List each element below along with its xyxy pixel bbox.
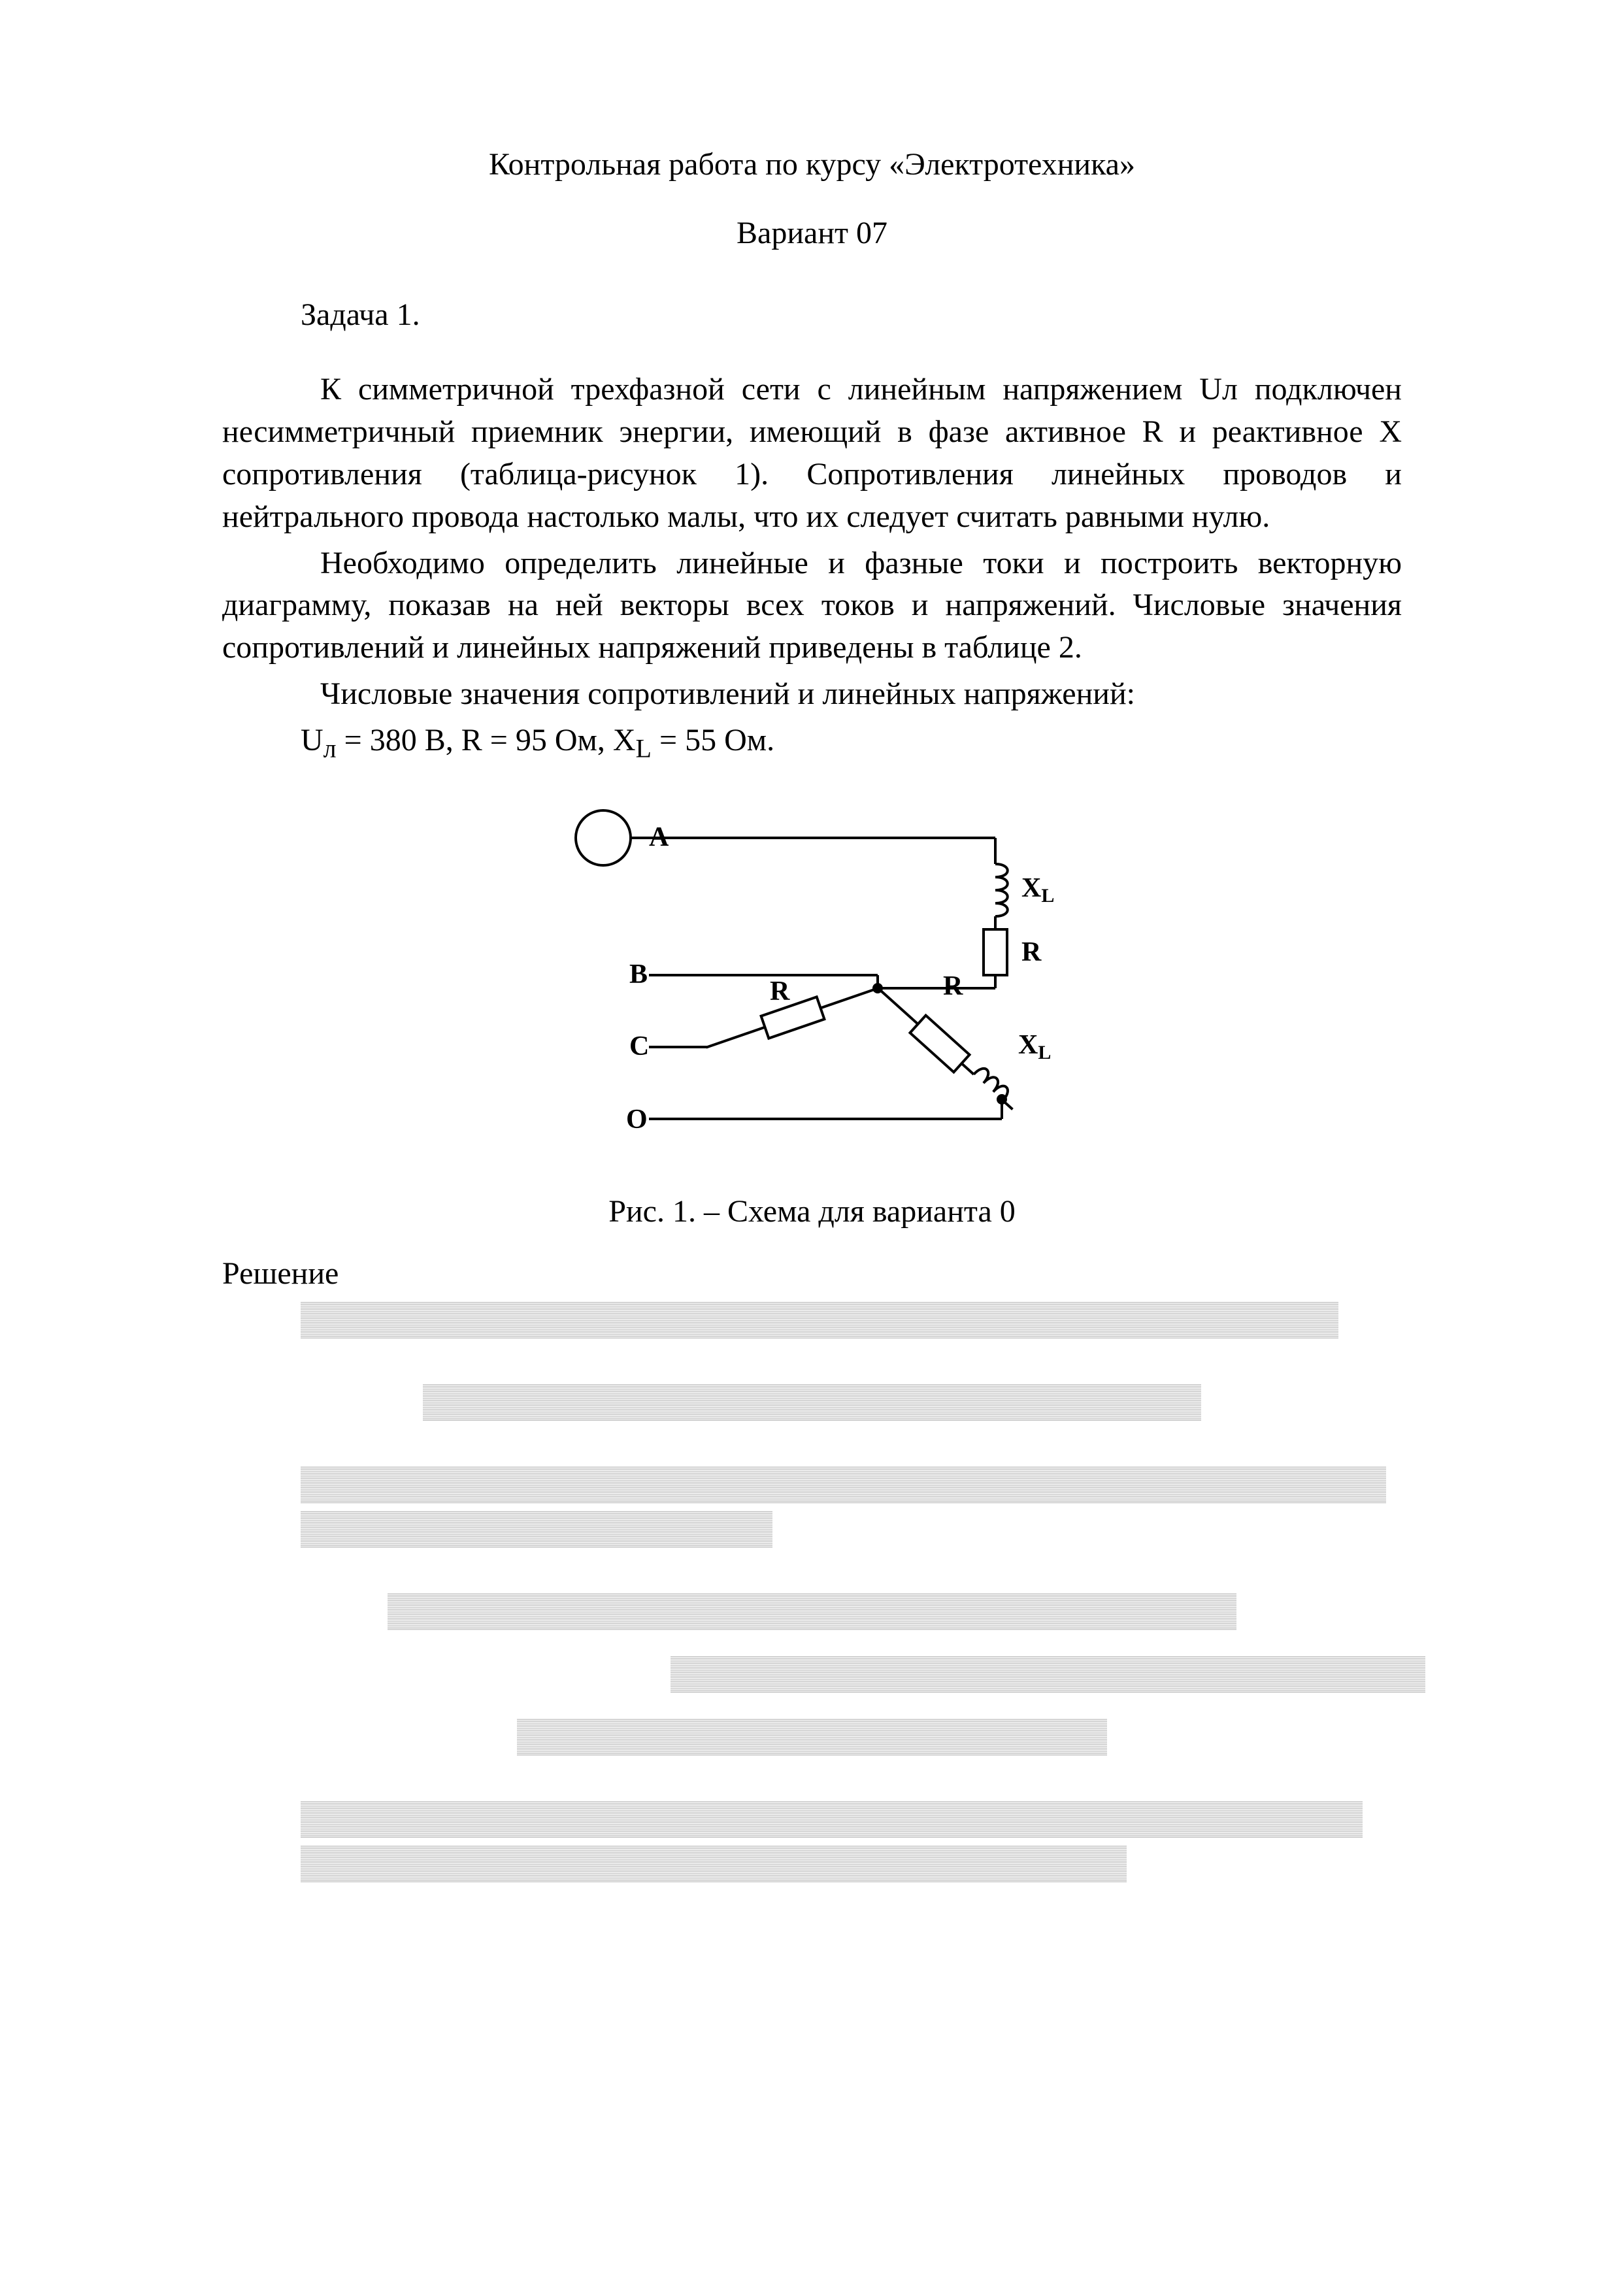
source-circle <box>576 810 631 865</box>
label-A: A <box>649 822 669 852</box>
label-C: C <box>629 1031 649 1061</box>
circuit-diagram: A B C O XL R R R XL <box>222 792 1402 1158</box>
task-label: Задача 1. <box>222 294 1402 337</box>
value-R: 95 <box>516 723 547 757</box>
label-O: O <box>626 1105 648 1135</box>
solution-label-text: Решение <box>222 1256 339 1291</box>
task-paragraph-3: Числовые значения сопротивлений и линейн… <box>222 673 1402 716</box>
figure-caption-text: Рис. 1. – Схема для варианта 0 <box>608 1194 1016 1229</box>
task-values: Uл = 380 В, R = 95 Ом, XL = 55 Ом. <box>222 720 1402 767</box>
label-B: B <box>629 959 648 990</box>
figure-caption: Рис. 1. – Схема для варианта 0 <box>222 1191 1402 1233</box>
task-paragraph-2: Необходимо определить линейные и фазные … <box>222 542 1402 669</box>
variant-text: Вариант 07 <box>737 216 887 250</box>
label-R-top: R <box>1021 937 1042 967</box>
task-label-text: Задача 1. <box>301 297 420 332</box>
circuit-svg: A B C O XL R R R XL <box>512 792 1113 1158</box>
title-text: Контрольная работа по курсу «Электротехн… <box>489 147 1135 182</box>
label-R-right: R <box>943 971 963 1001</box>
course-title: Контрольная работа по курсу «Электротехн… <box>222 144 1402 186</box>
obscured-solution-area <box>222 1302 1402 1882</box>
label-XL-right: XL <box>1018 1030 1051 1063</box>
label-XL-top: XL <box>1021 873 1054 907</box>
task-paragraph-1: К симметричной трехфазной сети с линейны… <box>222 369 1402 538</box>
solution-label: Решение <box>222 1253 1402 1295</box>
value-XL: 55 <box>685 723 716 757</box>
value-Ul: 380 <box>370 723 417 757</box>
label-R-left: R <box>770 976 790 1007</box>
variant-line: Вариант 07 <box>222 212 1402 255</box>
